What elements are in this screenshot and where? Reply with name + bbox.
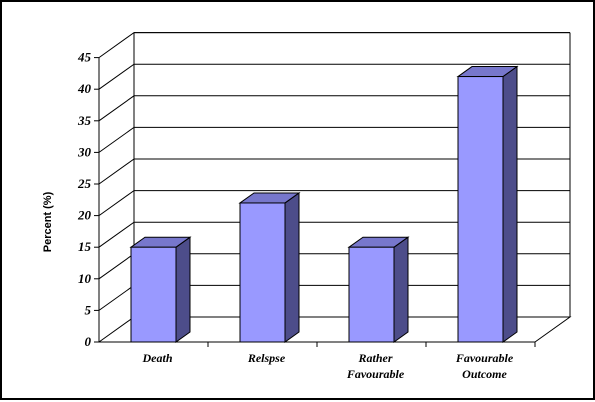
bar-side [284, 191, 300, 343]
bar [238, 191, 301, 343]
y-tick-label: 40 [77, 81, 92, 96]
bar-front [130, 246, 177, 343]
x-category-label-line: Rather [357, 351, 392, 365]
x-category-label-line: Favourable [455, 351, 514, 365]
bar [456, 65, 519, 343]
x-category-label-line: Favourable [346, 367, 405, 381]
x-category-label-line: Relspse [247, 351, 286, 365]
bar [347, 236, 410, 343]
bar-layer [129, 65, 519, 343]
x-category-label: Relspse [247, 351, 286, 365]
bar-side [502, 65, 518, 343]
y-tick-label: 5 [85, 302, 92, 317]
y-tick-label: 15 [78, 239, 92, 254]
y-axis-title: Percent (%) [42, 191, 54, 252]
y-tick-label: 25 [77, 176, 92, 191]
bar [129, 236, 192, 343]
side-wall-edge [98, 32, 135, 343]
y-tick-label: 20 [77, 208, 92, 223]
bar-front [348, 246, 395, 343]
x-category-label: Rather Favourable [346, 351, 405, 381]
x-category-label: Death [142, 351, 173, 365]
y-tick-label: 0 [85, 334, 92, 349]
x-category-label-line: Death [142, 351, 173, 365]
y-tick-label: 10 [78, 271, 92, 286]
bar-front [239, 202, 286, 343]
y-tick-label: 35 [77, 113, 92, 128]
bar-side [175, 236, 191, 343]
y-tick-label: 45 [77, 50, 92, 65]
gridline [98, 32, 570, 59]
x-category-label-line: Outcome [462, 367, 507, 381]
bar-side [393, 236, 409, 343]
x-category-label: Favourable Outcome [455, 351, 514, 381]
bar-front [457, 76, 504, 343]
y-tick-label: 30 [77, 144, 92, 159]
label-layer: 0 5 10 15 20 25 30 35 40 45 Death Relspse Rather Favo… [77, 50, 514, 381]
